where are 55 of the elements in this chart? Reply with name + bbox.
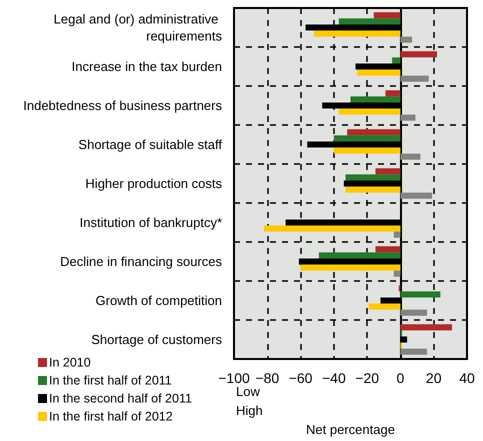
y-tick-label: Higher production costs: [85, 176, 222, 191]
bar: [338, 18, 400, 24]
bar: [264, 226, 400, 232]
bar: [400, 310, 428, 316]
y-tick-label: Increase in the tax burden: [72, 59, 222, 74]
bar: [400, 348, 428, 355]
bar: [375, 168, 400, 174]
y-tick-label: Shortage of suitable staff: [78, 137, 222, 152]
bar: [346, 174, 400, 180]
legend-label: In the second half of 2011: [49, 392, 192, 406]
x-tick-label: −20: [355, 370, 380, 386]
legend-label: In the first half of 2012: [49, 410, 173, 424]
bar: [318, 252, 400, 258]
bar: [400, 324, 452, 330]
text: High: [236, 403, 263, 418]
bar: [368, 304, 400, 310]
x-tick-label: −40: [322, 370, 346, 386]
bar: [394, 232, 400, 238]
y-tick-label: Institution of bankruptcy*: [80, 215, 222, 230]
bar: [400, 114, 416, 121]
y-tick-label: Decline in financing sources: [60, 254, 222, 269]
bar: [347, 129, 400, 136]
legend-label: In 2010: [49, 356, 91, 370]
x-tick-label: 40: [459, 370, 475, 386]
bar: [334, 135, 400, 142]
bar: [357, 70, 400, 76]
bar: [400, 51, 438, 58]
x-tick-label: −60: [288, 370, 313, 386]
bar: [400, 192, 432, 199]
bar: [400, 154, 420, 160]
bar: [392, 57, 400, 64]
bar: [334, 148, 400, 154]
x-tick-label: −80: [255, 370, 280, 386]
y-tick-label: Growth of competition: [96, 293, 222, 308]
bar: [338, 108, 400, 115]
bar: [375, 246, 400, 252]
text: Low: [236, 384, 260, 399]
x-tick-label: 0: [396, 370, 405, 386]
bar: [400, 36, 412, 43]
x-tick-label: −100: [218, 370, 250, 386]
y-tick-label: Shortage of customers: [91, 332, 222, 347]
legend-label: In the first half of 2011: [49, 374, 172, 388]
y-tick-label: Legal and (or) administrative requirements: [54, 12, 222, 44]
y-tick-label: Indebtedness of business partners: [23, 98, 222, 113]
bar: [346, 186, 400, 193]
bar: [394, 270, 400, 277]
bar: [314, 30, 400, 37]
bar: [400, 291, 440, 298]
bar: [400, 76, 429, 82]
bar: [300, 264, 400, 271]
x-axis-title: Net percentage: [306, 422, 395, 437]
bar: [350, 96, 400, 102]
bar: [385, 90, 400, 96]
bar: [374, 12, 400, 18]
x-tick-label: 20: [426, 370, 442, 386]
